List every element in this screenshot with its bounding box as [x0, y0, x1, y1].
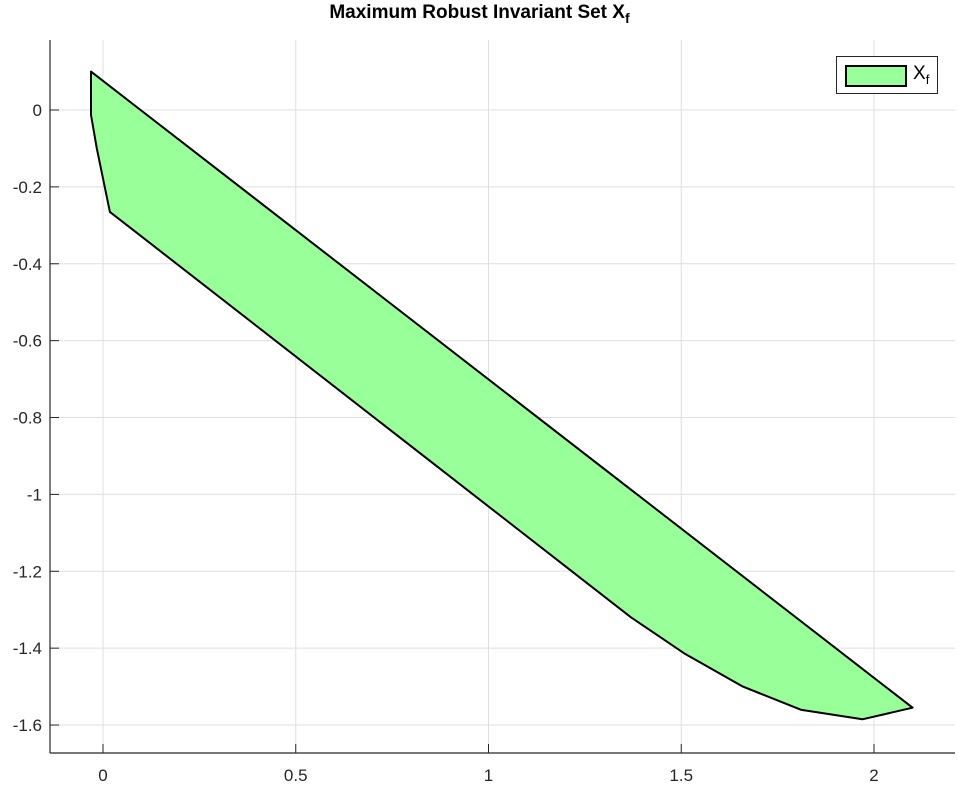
y-tick-label: -0.2 — [13, 178, 42, 197]
x-tick-label: 0.5 — [284, 766, 308, 785]
chart-title: Maximum Robust Invariant Set Xf — [0, 2, 959, 26]
y-tick-label: -1.4 — [13, 639, 42, 658]
y-tick-label: -1.2 — [13, 562, 42, 581]
legend-label-main: X — [913, 63, 926, 84]
legend[interactable]: Xf — [836, 56, 938, 94]
y-tick-label: -0.4 — [13, 255, 42, 274]
x-tick-label: 1 — [484, 766, 493, 785]
chart-title-subscript: f — [624, 9, 630, 26]
legend-label: Xf — [913, 63, 929, 87]
y-tick-label: -1.6 — [13, 716, 42, 735]
x-tick-label: 2 — [869, 766, 878, 785]
axes: 0 0.5 1 1.5 2 0 -0.2 -0.4 -0.6 -0.8 -1 -1.2 -1.4 -1.6 — [13, 40, 955, 785]
x-tick-label: 0 — [98, 766, 107, 785]
y-tick-label: -1 — [27, 485, 42, 504]
y-tick-label: -0.8 — [13, 409, 42, 428]
y-tick-label: 0 — [33, 101, 42, 120]
legend-label-subscript: f — [925, 71, 930, 87]
chart-title-main: Maximum Robust Invariant Set X — [329, 2, 625, 23]
legend-swatch — [845, 65, 907, 87]
invariant-set-polygon — [90, 70, 914, 721]
x-tick-label: 1.5 — [669, 766, 693, 785]
y-tick-label: -0.6 — [13, 332, 42, 351]
